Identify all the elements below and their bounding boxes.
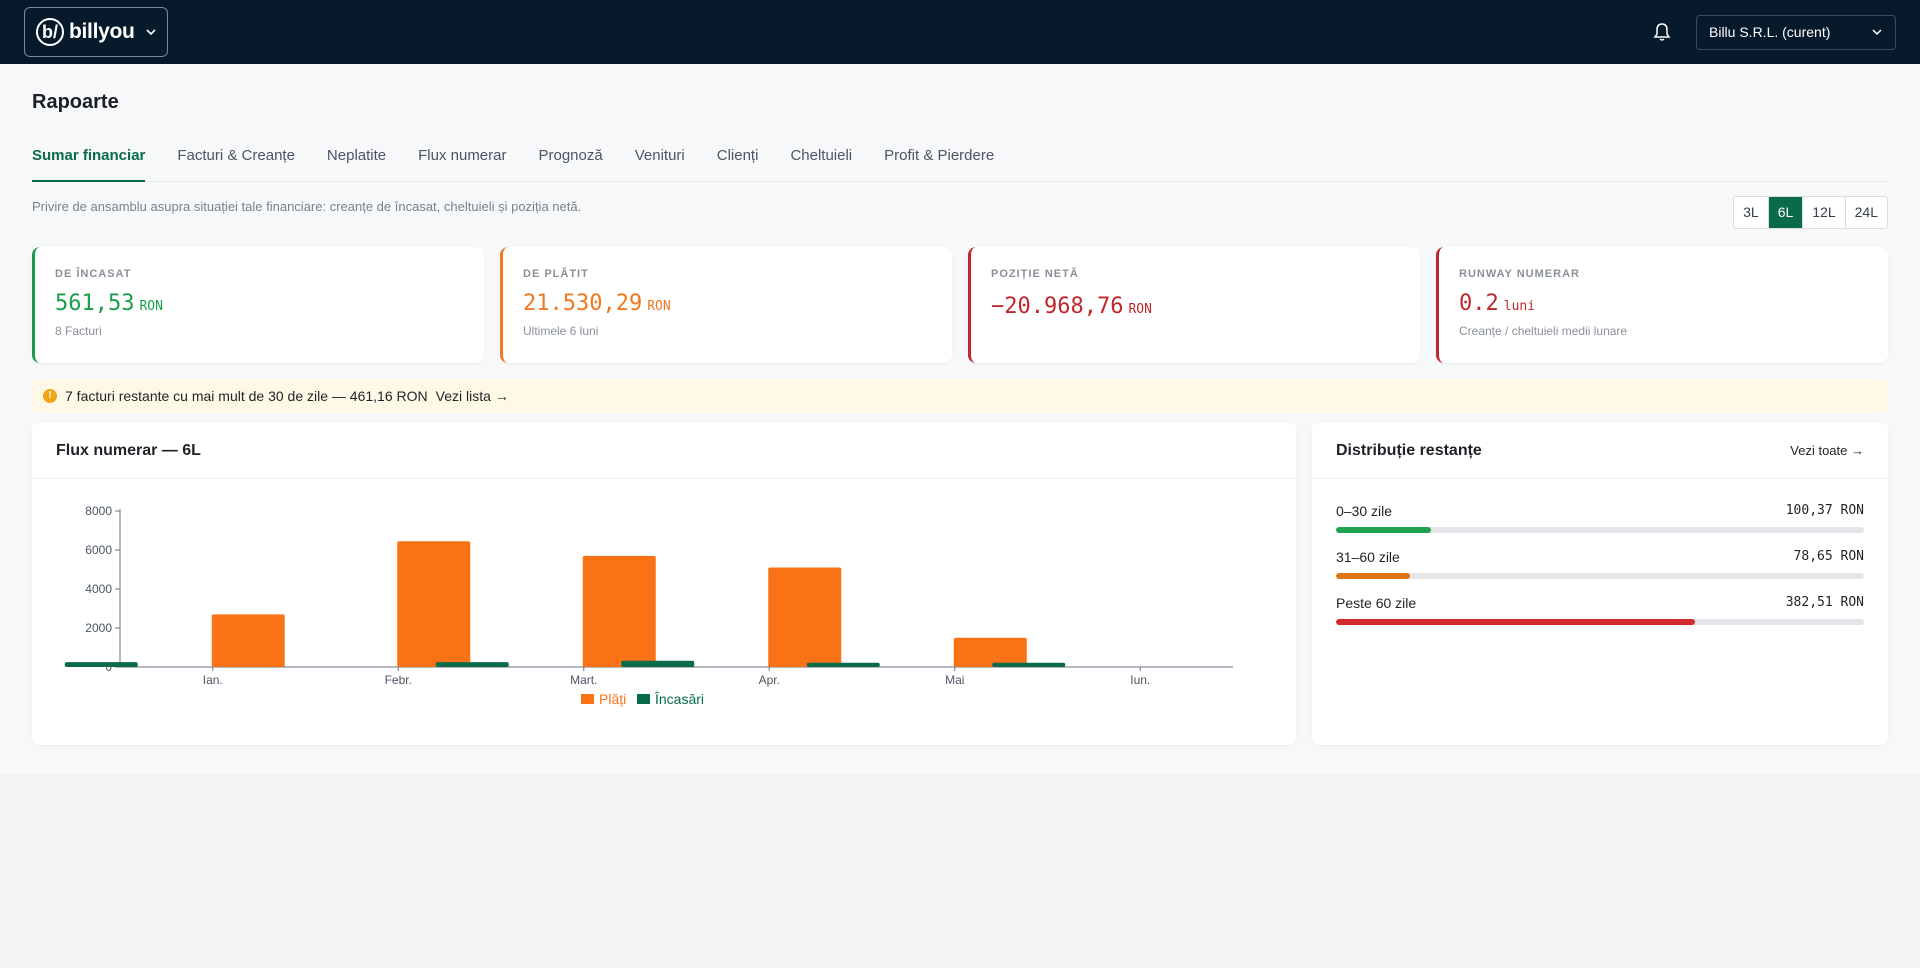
bar-plati [582,555,656,667]
distribution-row-0-30: 0–30 zile 100,37 RON [1336,503,1864,533]
svg-text:b/: b/ [42,22,58,42]
cashflow-title: Flux numerar — 6L [56,441,201,459]
x-tick-label: Mai [945,673,964,687]
x-tick-label: Apr. [759,673,780,687]
tab-flux-numerar[interactable]: Flux numerar [418,147,507,164]
period-12l-button[interactable]: 12L [1802,197,1844,228]
bar-incasari [806,662,880,667]
bar-incasari [621,660,695,667]
distribution-label: Peste 60 zile [1336,595,1417,611]
view-all-link[interactable]: Vezi toate → [1790,443,1864,458]
brand-menu[interactable]: b/ billyou [24,7,168,57]
tab-prognoza[interactable]: Prognoză [538,147,603,164]
distribution-bar-fill [1336,527,1432,533]
bar-plati [211,614,285,667]
y-tick-label: 4000 [85,582,112,596]
kpi-card-de-platit: DE PLĂTIT 21.530,29 RON Ultimele 6 luni [500,247,952,363]
kpi-value: 561,53 [55,291,135,316]
kpi-label: DE ÎNCASAT [55,268,132,280]
overdue-distribution-card: Distribuție restanțe Vezi toate → 0–30 z… [1312,423,1888,745]
period-selector: 3L 6L 12L 24L [1733,196,1888,229]
distribution-bar-fill [1336,619,1696,625]
tab-profit-pierdere[interactable]: Profit & Pierdere [884,147,995,164]
kpi-label: DE PLĂTIT [523,268,589,280]
page-title: Rapoarte [32,91,119,113]
kpi-unit: RON [647,299,671,314]
chevron-down-icon [146,29,156,36]
kpi-label: RUNWAY NUMERAR [1459,268,1580,280]
x-tick-label: Mart. [570,673,597,687]
distribution-bar [1336,619,1864,625]
kpi-label: POZIȚIE NETĂ [991,268,1079,280]
tab-venituri[interactable]: Venituri [634,147,685,164]
distribution-value: 78,65 RON [1793,549,1864,564]
bell-icon [1653,23,1671,41]
notifications-button[interactable] [1650,20,1674,44]
kpi-subtext: Creanțe / cheltuieli medii lunare [1459,324,1628,338]
kpi-card-runway-numerar: RUNWAY NUMERAR 0.2 luni Creanțe / cheltui… [1436,247,1888,363]
distribution-value: 382,51 RON [1785,595,1864,610]
period-24l-button[interactable]: 24L [1844,197,1887,228]
y-tick-label: 8000 [85,504,112,518]
distribution-bar [1336,573,1864,579]
bar-plati [768,567,842,667]
kpi-subtext: Ultimele 6 luni [523,324,599,338]
legend-label: Încasări [654,691,704,707]
kpi-unit: RON [1128,302,1152,317]
kpi-row: DE ÎNCASAT 561,53 RON 8 Facturi DE PLĂTIT… [32,247,1888,363]
distribution-row-60-plus: Peste 60 zile 382,51 RON [1336,595,1864,625]
y-tick-label: 6000 [85,543,112,557]
bar-plati [397,541,471,667]
company-name: Billu S.R.L. (curent) [1709,24,1831,40]
top-bar: b/ billyou Billu S.R.L. (curent) [0,0,1920,64]
kpi-card-de-incasat: DE ÎNCASAT 561,53 RON 8 Facturi [32,247,484,363]
cashflow-chart: 02000400060008000Ian.Febr.Mart.Apr.MaiIu… [64,504,1233,707]
warning-icon: ! [43,389,57,403]
legend-swatch [581,694,594,704]
kpi-value: 21.530,29 [523,291,643,316]
cashflow-card: Flux numerar — 6L 02000400060008000Ian.F… [32,423,1296,745]
chevron-down-icon [1872,29,1882,36]
tab-cheltuieli[interactable]: Cheltuieli [790,147,853,164]
tab-facturi-creante[interactable]: Facturi & Creanțe [177,147,295,164]
billyou-logo-icon: b/ [36,18,64,46]
reports-page: Rapoarte Sumar financiar Facturi & Crean… [0,64,1920,774]
distribution-value: 100,37 RON [1785,503,1864,518]
report-tabs: Sumar financiar Facturi & Creanțe Neplat… [32,140,1888,182]
distribution-row-31-60: 31–60 zile 78,65 RON [1336,549,1864,579]
kpi-subtext: 8 Facturi [55,324,102,338]
tab-clienti[interactable]: Clienți [716,147,759,164]
kpi-card-pozitie-neta: POZIȚIE NETĂ −20.968,76 RON [968,247,1420,363]
kpi-value: −20.968,76 [991,294,1124,319]
period-6l-button[interactable]: 6L [1767,197,1803,228]
kpi-value: 0.2 [1459,291,1499,316]
distribution-label: 0–30 zile [1336,503,1393,519]
x-tick-label: Ian. [203,673,223,687]
view-list-link[interactable]: Vezi lista → [435,388,509,404]
distribution-bar-fill [1336,573,1410,579]
kpi-unit: luni [1503,299,1536,314]
tab-neplatite[interactable]: Neplatite [326,147,387,164]
kpi-unit: RON [139,299,163,314]
brand-name: billyou [69,20,135,43]
distribution-label: 31–60 zile [1336,549,1400,565]
page-subtitle: Privire de ansamblu asupra situației tal… [32,199,582,214]
period-3l-button[interactable]: 3L [1743,204,1759,220]
company-selector[interactable]: Billu S.R.L. (curent) [1696,14,1896,50]
bar-incasari [435,662,509,667]
distribution-title: Distribuție restanțe [1336,441,1482,459]
bar-plati [953,637,1027,667]
legend-swatch [637,694,650,704]
bar-incasari [64,662,138,667]
x-tick-label: Iun. [1130,673,1150,687]
legend-label: Plăți [599,691,626,707]
tab-sumar-financiar[interactable]: Sumar financiar [32,140,146,182]
overdue-alert: ! 7 facturi restante cu mai mult de 30 d… [32,379,1888,413]
bar-incasari [992,662,1066,667]
y-tick-label: 2000 [85,621,112,635]
distribution-bar [1336,527,1864,533]
alert-text: 7 facturi restante cu mai mult de 30 de … [65,388,428,404]
x-tick-label: Febr. [385,673,412,687]
